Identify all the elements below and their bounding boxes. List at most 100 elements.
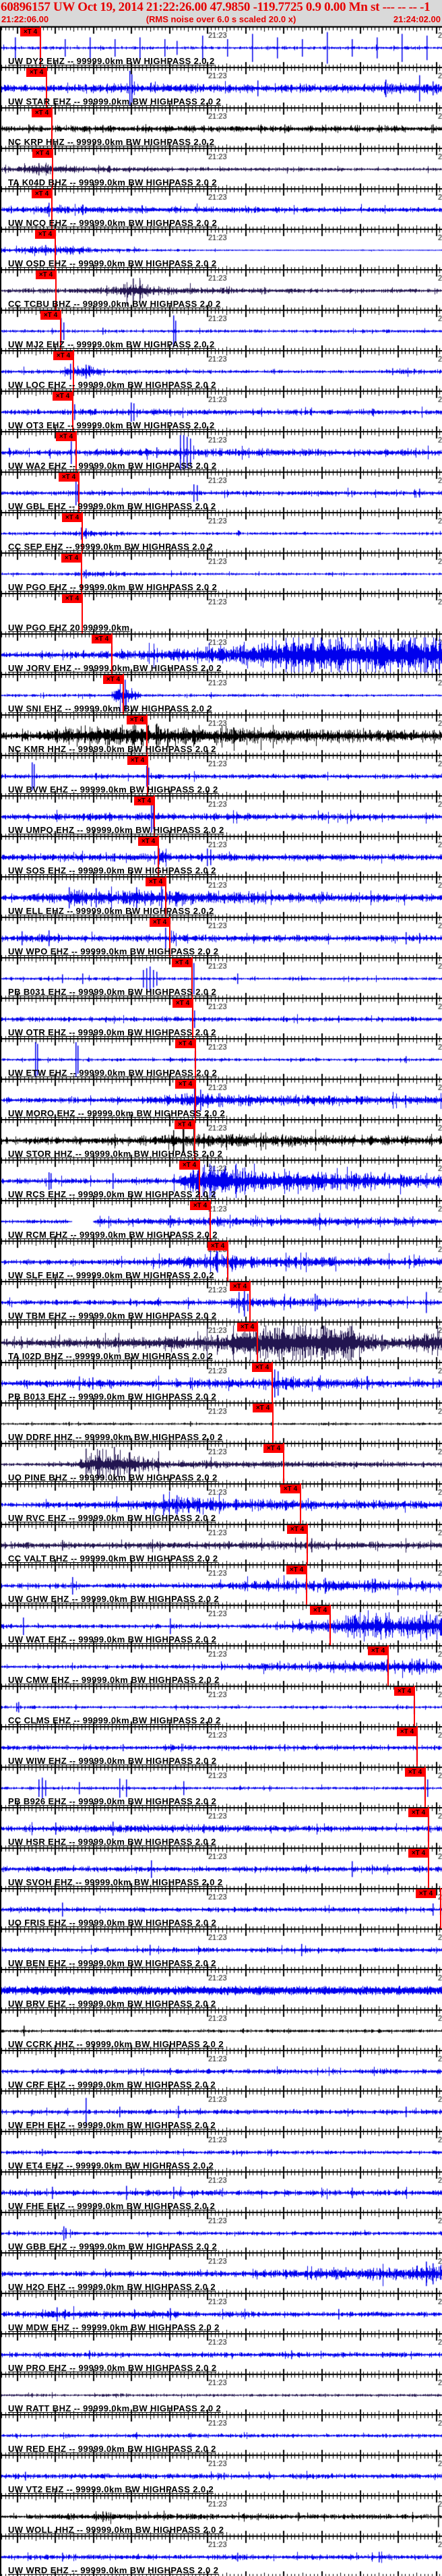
pick-time-line[interactable] (199, 1160, 200, 1200)
waveform-canvas[interactable] (1, 1726, 442, 1767)
pick-flag[interactable]: ×T 4 (287, 1525, 307, 1534)
pick-time-line[interactable] (55, 269, 57, 310)
trace-row[interactable]: UW CCRK HHZ -- 99999.0km BW HIGHPASS 2.0… (1, 2009, 442, 2050)
pick-flag[interactable]: ×T 4 (59, 473, 79, 482)
pick-flag[interactable]: ×T 4 (32, 149, 53, 158)
pick-time-line[interactable] (424, 1767, 426, 1807)
pick-flag[interactable]: ×T 4 (252, 1363, 272, 1372)
waveform-canvas[interactable] (1, 633, 442, 674)
pick-flag[interactable]: ×T 4 (230, 1282, 250, 1291)
pick-time-line[interactable] (191, 957, 193, 998)
waveform-canvas[interactable] (1, 1281, 442, 1321)
pick-time-line[interactable] (146, 714, 148, 755)
pick-time-line[interactable] (428, 1848, 429, 1888)
pick-time-line[interactable] (195, 1038, 196, 1079)
trace-row[interactable]: ×T 4 UW RCS EHZ -- 99999.0km BW HIGHPASS … (1, 1160, 442, 1200)
pick-flag[interactable]: ×T 4 (208, 1242, 228, 1251)
pick-time-line[interactable] (52, 148, 53, 188)
waveform-canvas[interactable] (1, 2293, 442, 2333)
pick-flag[interactable]: ×T 4 (175, 1039, 195, 1048)
waveform-canvas[interactable] (1, 229, 442, 269)
trace-row[interactable]: ×T 4 UW SOS EHZ -- 99999.0km BW HIGHPASS … (1, 836, 442, 876)
pick-time-line[interactable] (158, 836, 159, 876)
trace-row[interactable]: ×T 4 UW JORV EHZ -- 99999.0km BW HIGHPASS… (1, 633, 442, 674)
pick-time-line[interactable] (165, 876, 166, 917)
waveform-canvas[interactable] (1, 2212, 442, 2252)
pick-time-line[interactable] (210, 1200, 211, 1240)
trace-row[interactable]: ×T 4 UW GBL EHZ -- 99999.0km BW HIGHPASS … (1, 471, 442, 512)
waveform-canvas[interactable] (1, 1767, 442, 1807)
trace-row[interactable]: ×T 4 UW RVC EHZ -- 99999.0km BW HIGHPASS … (1, 1483, 442, 1524)
pick-time-line[interactable] (46, 67, 47, 107)
trace-row[interactable]: ×T 4 UW OTR EHZ -- 99999.0km BW HIGHPASS … (1, 998, 442, 1038)
waveform-canvas[interactable] (1, 1200, 442, 1240)
trace-row[interactable]: ×T 4 UW LOC EHZ -- 99999.0km BW HIGHPASS … (1, 350, 442, 391)
pick-time-line[interactable] (147, 755, 148, 795)
pick-time-line[interactable] (227, 1240, 228, 1281)
pick-flag[interactable]: ×T 4 (408, 1849, 429, 1858)
trace-row[interactable]: ×T 4 UW MJ2 EHZ -- 99999.0km BW HIGHPASS … (1, 310, 442, 350)
pick-flag[interactable]: ×T 4 (172, 958, 192, 967)
waveform-canvas[interactable] (1, 714, 442, 755)
waveform-canvas[interactable] (1, 1524, 442, 1564)
pick-flag[interactable]: ×T 4 (263, 1444, 284, 1453)
pick-time-line[interactable] (387, 1645, 389, 1686)
trace-row[interactable]: ×T 4 UW WAT EHZ -- 99999.0km BW HIGHPASS … (1, 1605, 442, 1645)
trace-row[interactable]: UW MDW EHZ -- 99999.0km BW HIGHPASS 2.0 … (1, 2293, 442, 2333)
pick-time-line[interactable] (300, 1483, 301, 1524)
waveform-canvas[interactable] (1, 1564, 442, 1605)
pick-time-line[interactable] (154, 795, 155, 836)
trace-row[interactable]: ×T 4 CC VALT BHZ -- 99999.0km BW HIGHPASS… (1, 1524, 442, 1564)
pick-flag[interactable]: ×T 4 (190, 1201, 210, 1210)
pick-flag[interactable]: ×T 4 (408, 1808, 429, 1817)
waveform-canvas[interactable] (1, 148, 442, 188)
pick-flag[interactable]: ×T 4 (134, 797, 154, 805)
trace-row[interactable]: UW PRO EHZ -- 99999.0km BW HIGHPASS 2.0 … (1, 2333, 442, 2374)
trace-row[interactable]: ×T 4 UW WPO EHZ -- 99999.0km BW HIGHPASS … (1, 917, 442, 957)
pick-flag[interactable]: ×T 4 (172, 999, 193, 1008)
waveform-canvas[interactable] (1, 1038, 442, 1079)
trace-row[interactable]: UW RATT BHZ -- 99999.0km BW HIGHPASS 2.0… (1, 2374, 442, 2414)
pick-time-line[interactable] (414, 1686, 415, 1726)
waveform-canvas[interactable] (1, 2009, 442, 2050)
trace-row[interactable]: ×T 4 UW MORO EHZ -- 99999.0km BW HIGHPASS… (1, 1079, 442, 1119)
waveform-canvas[interactable] (1, 1079, 442, 1119)
pick-flag[interactable]: ×T 4 (32, 109, 52, 117)
waveform-canvas[interactable] (1, 2374, 442, 2414)
pick-flag[interactable]: ×T 4 (26, 68, 46, 77)
trace-row[interactable]: ×T 4 UW OSD EHZ -- 99999.0km BW HIGHPASS … (1, 229, 442, 269)
pick-flag[interactable]: ×T 4 (92, 635, 112, 643)
pick-flag[interactable]: ×T 4 (179, 1161, 199, 1170)
pick-time-line[interactable] (51, 188, 53, 229)
waveform-canvas[interactable] (1, 67, 442, 107)
pick-time-line[interactable] (123, 674, 124, 714)
pick-time-line[interactable] (428, 1807, 429, 1848)
pick-flag[interactable]: ×T 4 (20, 28, 40, 36)
trace-row[interactable]: ×T 4 CC CLMS EHZ -- 99999.0km BW HIGHPASS… (1, 1686, 442, 1726)
pick-flag[interactable]: ×T 4 (61, 554, 82, 563)
waveform-canvas[interactable] (1, 795, 442, 836)
waveform-canvas[interactable] (1, 26, 442, 67)
pick-flag[interactable]: ×T 4 (397, 1727, 417, 1736)
waveform-canvas[interactable] (1, 998, 442, 1038)
trace-row[interactable]: UW BEN EHZ -- 99999.0km BW HIGHPASS 2.0 … (1, 1928, 442, 1969)
trace-row[interactable]: UW WRD EHZ -- 99999.0km BW HIGHPASS 2.0 … (1, 2536, 442, 2576)
pick-flag[interactable]: ×T 4 (280, 1485, 301, 1493)
pick-flag[interactable]: ×T 4 (53, 351, 73, 360)
trace-row[interactable]: ×T 4 PB B031 EHZ -- 99999.0km BW HIGHPASS… (1, 957, 442, 998)
trace-row[interactable]: ×T 4 TA K04D BHZ -- 99999.0km BW HIGHPASS… (1, 148, 442, 188)
trace-row[interactable]: ×T 4 TA I02D BHZ -- 99999.0km BW HIGHPASS… (1, 1321, 442, 1362)
trace-row[interactable]: ×T 4 UW ELL EHZ -- 99999.0km BW HIGHPASS … (1, 876, 442, 917)
trace-row[interactable]: UW RED EHZ -- 99999.0km BW HIGHPASS 2.0 … (1, 2414, 442, 2455)
waveform-canvas[interactable] (1, 1160, 442, 1200)
pick-flag[interactable]: ×T 4 (53, 392, 73, 401)
pick-time-line[interactable] (55, 229, 56, 269)
pick-flag[interactable]: ×T 4 (237, 1323, 257, 1332)
pick-time-line[interactable] (78, 471, 80, 512)
trace-row[interactable]: ×T 4 UW WIW EHZ -- 99999.0km BW HIGHPASS … (1, 1726, 442, 1767)
waveform-canvas[interactable] (1, 1443, 442, 1483)
waveform-canvas[interactable] (1, 755, 442, 795)
pick-time-line[interactable] (440, 1888, 441, 1928)
pick-flag[interactable]: ×T 4 (103, 675, 123, 684)
waveform-canvas[interactable] (1, 2171, 442, 2212)
